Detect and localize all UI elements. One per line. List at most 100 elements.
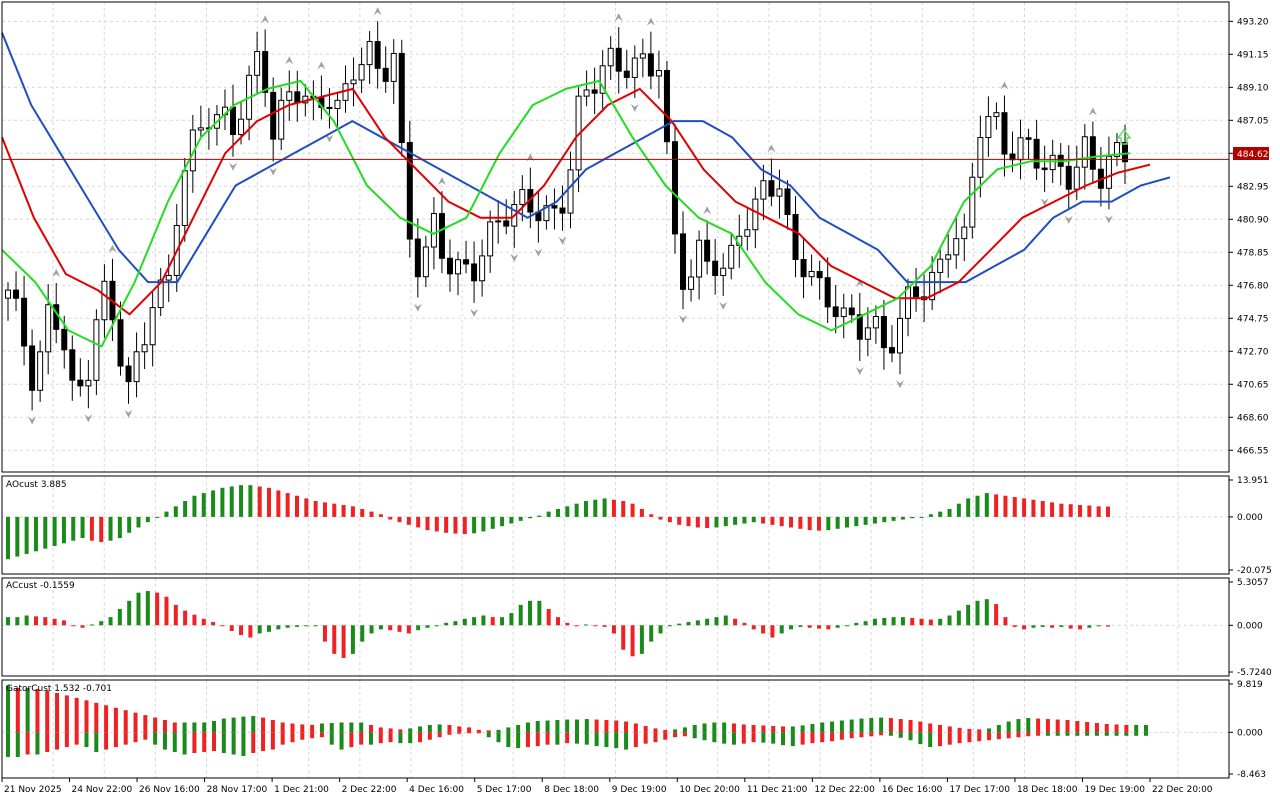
bull-candle bbox=[487, 221, 494, 257]
fractal-down-marker bbox=[28, 416, 37, 425]
bull-candle bbox=[840, 307, 847, 318]
gator-upper-bar bbox=[437, 724, 442, 733]
ac-bar bbox=[938, 618, 943, 626]
gator-lower-bar bbox=[535, 732, 540, 747]
ac-bar bbox=[528, 600, 533, 626]
ao-bar bbox=[43, 516, 48, 549]
gator-upper-bar bbox=[987, 728, 992, 733]
ac-bar bbox=[136, 592, 141, 626]
ac-bar bbox=[751, 625, 756, 630]
ao-bar bbox=[15, 516, 20, 557]
ac-bar bbox=[285, 625, 290, 628]
gator-lower-bar bbox=[525, 732, 530, 748]
fractal-down-marker bbox=[1040, 198, 1049, 207]
sub-tick-label: 9.819 bbox=[1237, 680, 1263, 690]
ao-bar bbox=[900, 516, 905, 520]
bull-candle bbox=[744, 229, 751, 237]
gator-upper-bar bbox=[702, 723, 707, 733]
ac-bar bbox=[854, 622, 859, 626]
ao-bar bbox=[211, 490, 216, 517]
time-tick-label: 24 Nov 22:00 bbox=[72, 785, 133, 795]
ac-bar bbox=[304, 625, 309, 627]
fractal-down-marker bbox=[470, 308, 479, 317]
ac-bar bbox=[891, 617, 896, 626]
ac-bar bbox=[770, 625, 775, 638]
ac-bar bbox=[509, 613, 514, 626]
gator-lower-bar bbox=[241, 732, 246, 756]
gator-upper-bar bbox=[908, 720, 913, 733]
ao-bar bbox=[360, 508, 365, 517]
bull-candle bbox=[808, 271, 815, 278]
gator-lower-bar bbox=[55, 732, 60, 750]
ac-bar bbox=[183, 610, 188, 626]
sub-tick-label: 5.3057 bbox=[1237, 578, 1269, 588]
bull-candle bbox=[607, 47, 614, 67]
gator-upper-bar bbox=[6, 685, 10, 733]
ao-bar bbox=[751, 516, 756, 523]
time-tick-label: 19 Dec 19:00 bbox=[1084, 785, 1145, 795]
fractal-down-marker bbox=[558, 236, 567, 245]
gator-upper-bar bbox=[476, 729, 481, 733]
price-tag-bg bbox=[1233, 147, 1269, 160]
gator-upper-bar bbox=[45, 690, 50, 733]
ao-bar bbox=[826, 516, 831, 531]
sub-tick-label: -8.463 bbox=[1237, 770, 1266, 780]
time-tick-label: 8 Dec 18:00 bbox=[544, 785, 599, 795]
alligator-teeth-line bbox=[1, 87, 1151, 316]
bear-candle bbox=[125, 365, 132, 383]
panel-frames bbox=[1, 1, 1230, 779]
ao-bar bbox=[733, 516, 738, 525]
ac-bar bbox=[33, 616, 38, 626]
bear-candle bbox=[680, 233, 687, 290]
ao-bar bbox=[108, 516, 113, 541]
fractal-up-marker bbox=[437, 177, 446, 186]
gator-upper-bar bbox=[1094, 722, 1099, 733]
gator-lower-bar bbox=[673, 732, 678, 738]
bull-candle bbox=[583, 89, 590, 97]
gator-upper-bar bbox=[359, 722, 364, 733]
price-axis: 493.20491.15489.10487.05485.00482.95480.… bbox=[1229, 17, 1272, 780]
bull-candle bbox=[1049, 154, 1056, 171]
bear-candle bbox=[69, 349, 76, 381]
gator-lower-bar bbox=[957, 732, 962, 744]
ao-bar bbox=[844, 516, 849, 528]
fractal-down-marker bbox=[229, 162, 238, 171]
ac-bar bbox=[994, 604, 999, 626]
ac-bar bbox=[546, 608, 551, 626]
ac-bar bbox=[127, 600, 132, 626]
ao-bar bbox=[770, 516, 775, 525]
bull-candle bbox=[896, 317, 903, 354]
gator-upper-bar bbox=[751, 724, 756, 733]
ao-bar bbox=[938, 511, 943, 517]
ao-bar bbox=[1106, 506, 1110, 517]
gator-lower-bar bbox=[182, 732, 187, 755]
gator-lower-bar bbox=[820, 732, 825, 743]
gator-lower-bar bbox=[172, 732, 177, 753]
gator-upper-bar bbox=[290, 723, 295, 733]
ao-bar bbox=[723, 516, 728, 527]
ao-bar bbox=[1031, 499, 1036, 517]
bear-candle bbox=[792, 213, 799, 261]
fractal-up-marker bbox=[855, 278, 864, 287]
bull-candle bbox=[165, 274, 172, 281]
fractal-up-marker bbox=[317, 61, 326, 70]
ao-bar bbox=[919, 516, 924, 518]
gator-lower-bar bbox=[133, 732, 138, 743]
gator-upper-bar bbox=[731, 723, 736, 733]
gator-upper-bar bbox=[653, 728, 658, 733]
fractal-up-marker bbox=[261, 15, 270, 24]
price-tick-label: 491.15 bbox=[1237, 50, 1269, 60]
ao-bar bbox=[789, 516, 794, 528]
ac-bar bbox=[6, 617, 10, 626]
fractal-down-marker bbox=[84, 414, 93, 423]
fractal-up-marker bbox=[646, 17, 655, 26]
candlesticks[interactable] bbox=[5, 21, 1128, 411]
ac-bar bbox=[919, 618, 924, 626]
fractal-down-marker bbox=[1064, 215, 1073, 224]
gator-lower-bar bbox=[310, 732, 315, 739]
gator-upper-bar bbox=[378, 727, 383, 733]
ac-bar bbox=[966, 604, 971, 626]
gator-upper-bar bbox=[604, 720, 609, 733]
sub-tick-label: 13.951 bbox=[1237, 476, 1269, 486]
